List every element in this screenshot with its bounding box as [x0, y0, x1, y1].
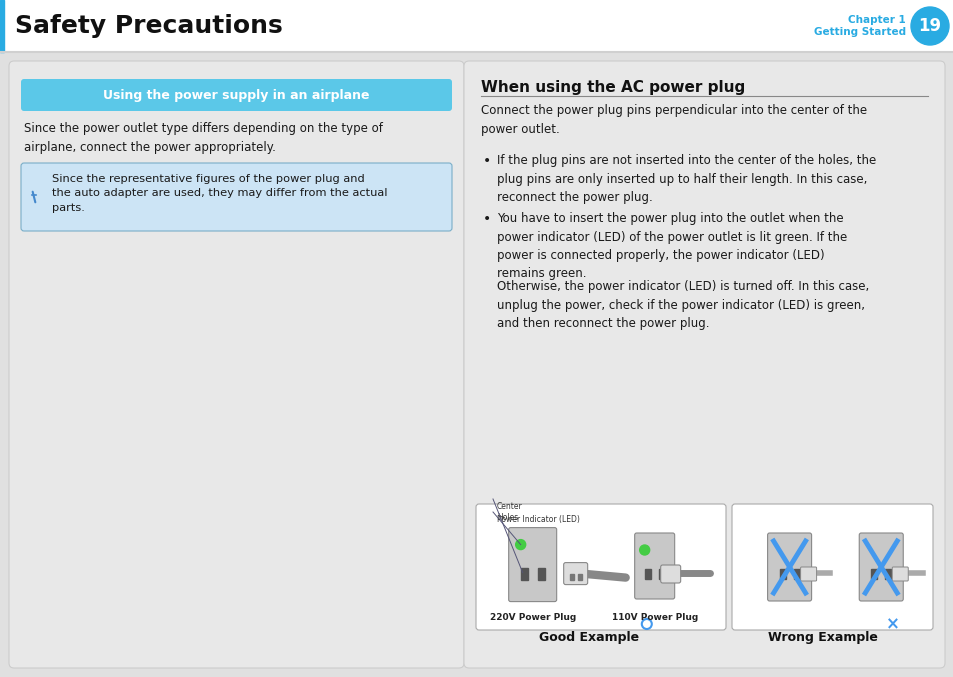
Bar: [0, 0, 953, 52]
FancyBboxPatch shape: [660, 565, 680, 583]
FancyBboxPatch shape: [21, 79, 452, 111]
Text: When using the AC power plug: When using the AC power plug: [480, 80, 744, 95]
Text: Center
Holes: Center Holes: [497, 502, 522, 522]
FancyBboxPatch shape: [731, 504, 932, 630]
Text: Chapter 1: Chapter 1: [847, 15, 905, 25]
Text: •: •: [482, 154, 491, 168]
Circle shape: [639, 545, 649, 555]
Text: 19: 19: [918, 17, 941, 35]
FancyBboxPatch shape: [463, 61, 944, 668]
Text: 220V Power Plug: 220V Power Plug: [489, 613, 576, 622]
Text: Getting Started: Getting Started: [813, 27, 905, 37]
Circle shape: [910, 7, 948, 45]
Bar: [884, 569, 890, 579]
FancyBboxPatch shape: [476, 504, 725, 630]
Text: Good Example: Good Example: [538, 631, 639, 644]
FancyBboxPatch shape: [767, 533, 811, 601]
Text: 110V Power Plug: 110V Power Plug: [611, 613, 697, 622]
Bar: [870, 569, 877, 579]
FancyBboxPatch shape: [21, 163, 452, 231]
FancyBboxPatch shape: [9, 61, 463, 668]
Bar: [658, 569, 664, 579]
Circle shape: [516, 540, 525, 550]
Text: You have to insert the power plug into the outlet when the
power indicator (LED): You have to insert the power plug into t…: [497, 212, 846, 280]
Bar: [537, 567, 544, 580]
Bar: [644, 569, 650, 579]
Bar: [793, 569, 799, 579]
Text: Otherwise, the power indicator (LED) is turned off. In this case,
unplug the pow: Otherwise, the power indicator (LED) is …: [497, 280, 868, 330]
FancyBboxPatch shape: [859, 533, 902, 601]
FancyBboxPatch shape: [634, 533, 674, 599]
Text: ×: ×: [885, 615, 899, 633]
Text: Wrong Example: Wrong Example: [767, 631, 877, 644]
Text: Safety Precautions: Safety Precautions: [15, 14, 282, 38]
Bar: [520, 567, 527, 580]
FancyBboxPatch shape: [508, 527, 557, 602]
Text: Since the power outlet type differs depending on the type of
airplane, connect t: Since the power outlet type differs depe…: [24, 122, 382, 154]
FancyBboxPatch shape: [800, 567, 816, 581]
FancyBboxPatch shape: [563, 563, 587, 585]
Text: Using the power supply in an airplane: Using the power supply in an airplane: [103, 89, 370, 102]
Text: If the plug pins are not inserted into the center of the holes, the
plug pins ar: If the plug pins are not inserted into t…: [497, 154, 876, 204]
Text: Power Indicator (LED): Power Indicator (LED): [497, 515, 579, 524]
Bar: [569, 573, 573, 580]
Bar: [779, 569, 784, 579]
FancyBboxPatch shape: [891, 567, 907, 581]
Text: Connect the power plug pins perpendicular into the center of the
power outlet.: Connect the power plug pins perpendicula…: [480, 104, 866, 135]
Text: •: •: [482, 212, 491, 226]
FancyArrowPatch shape: [32, 192, 35, 202]
Text: Since the representative figures of the power plug and
the auto adapter are used: Since the representative figures of the …: [52, 174, 387, 213]
Bar: [578, 573, 581, 580]
Bar: [0, 0, 4, 52]
